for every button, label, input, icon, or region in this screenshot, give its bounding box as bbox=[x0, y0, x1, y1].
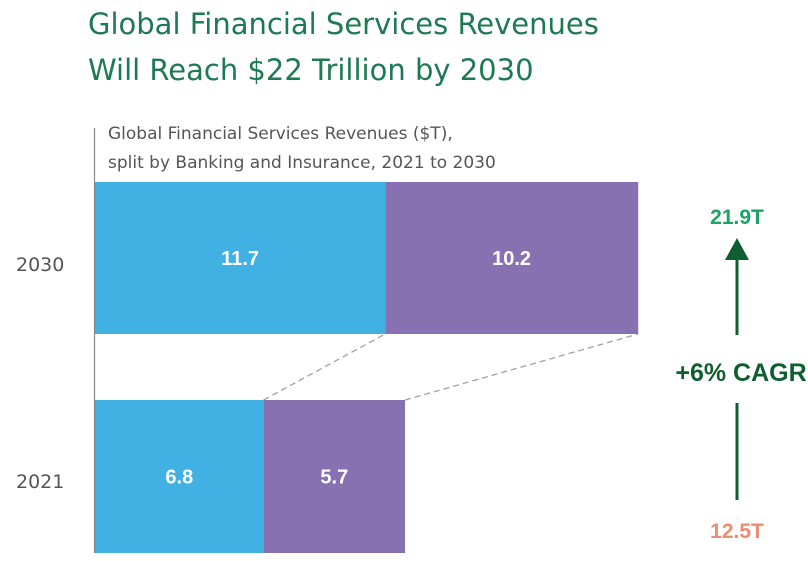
bar-2030-banking bbox=[95, 182, 386, 334]
arrow-up-icon bbox=[725, 238, 749, 260]
bars-group bbox=[95, 182, 639, 553]
connector-line-banking bbox=[263, 333, 386, 401]
value-label-2021-banking: 6.8 bbox=[165, 467, 193, 489]
value-label-2021-insurance: 5.7 bbox=[320, 467, 348, 489]
category-label-2021: 2021 bbox=[16, 471, 64, 493]
total-label-2030: 21.9T bbox=[710, 206, 764, 229]
category-labels: 2030 2021 bbox=[16, 254, 64, 493]
connector-lines bbox=[263, 333, 639, 401]
chart-subtitle-line-1: Global Financial Services Revenues ($T), bbox=[108, 124, 453, 144]
chart-title-line-1: Global Financial Services Revenues bbox=[88, 7, 599, 41]
chart-subtitle-line-2: split by Banking and Insurance, 2021 to … bbox=[108, 153, 496, 173]
value-label-2030-banking: 11.7 bbox=[221, 248, 259, 270]
total-label-2021: 12.5T bbox=[710, 520, 764, 543]
category-label-2030: 2030 bbox=[16, 254, 64, 276]
value-label-2030-insurance: 10.2 bbox=[492, 248, 531, 270]
connector-line-insurance bbox=[404, 333, 639, 401]
bar-2021-insurance bbox=[263, 400, 405, 553]
growth-annotation: 21.9T +6% CAGR 12.5T bbox=[675, 206, 806, 543]
bar-2030-insurance bbox=[385, 182, 639, 334]
value-labels: 11.7 10.2 6.8 5.7 bbox=[165, 248, 531, 489]
bar-2021-banking bbox=[95, 400, 264, 553]
cagr-label: +6% CAGR bbox=[675, 359, 806, 387]
chart-title-line-2: Will Reach $22 Trillion by 2030 bbox=[88, 53, 534, 87]
